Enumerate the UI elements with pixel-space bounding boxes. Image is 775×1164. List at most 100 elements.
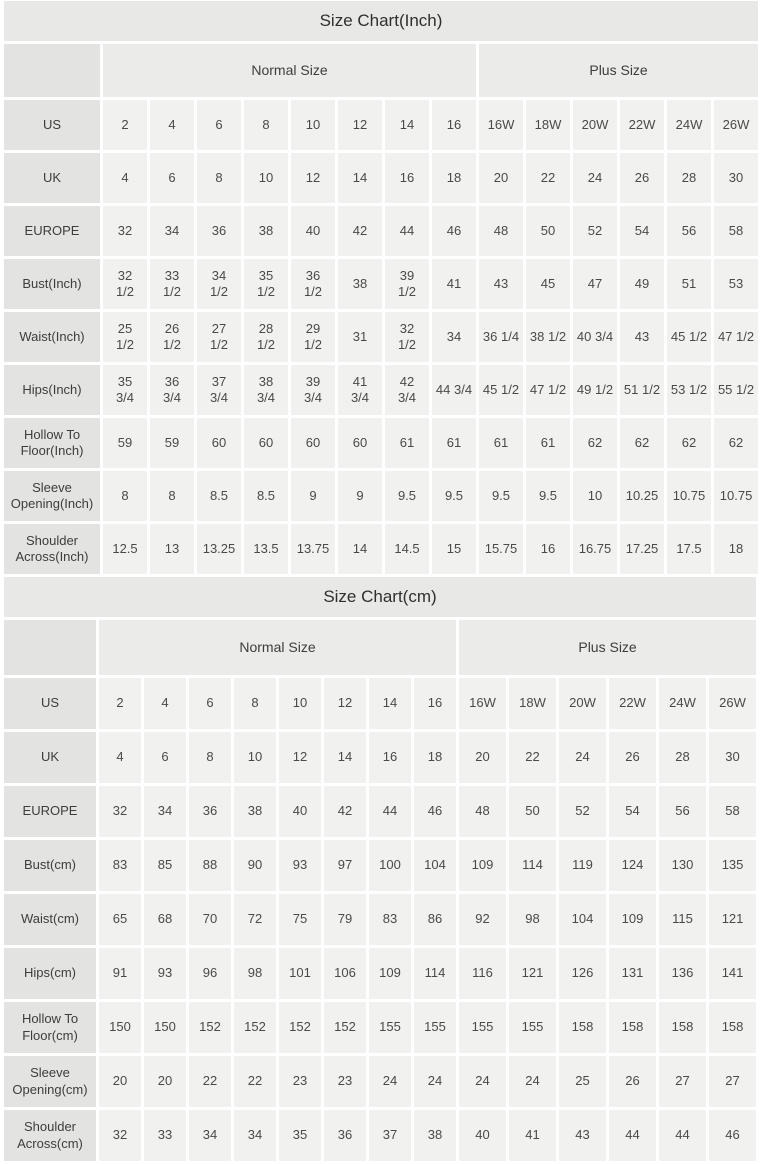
size-cell: 104 [414, 840, 456, 891]
size-cell: 152 [279, 1002, 321, 1053]
size-cell: 124 [609, 840, 656, 891]
size-cell: 119 [559, 840, 606, 891]
size-cell: 48 [459, 786, 506, 837]
size-cell: 53 [714, 259, 759, 309]
size-cell: 152 [189, 1002, 231, 1053]
size-cell: 50 [509, 786, 556, 837]
size-cell: 114 [509, 840, 556, 891]
table-row: US 2 4 6 8 10 12 14 16 16W 18W 20W 22W 24W 26W [4, 678, 757, 729]
size-cell: 8.5 [244, 471, 288, 521]
size-cell: 20 [99, 1056, 141, 1107]
size-cell: 56 [667, 206, 711, 256]
row-label: Shoulder Across(cm) [4, 1110, 96, 1161]
size-table-cm: Normal Size Plus Size US 2 4 6 8 10 12 14 16 16W 1… [1, 617, 759, 1164]
size-cell: 141 [709, 948, 757, 999]
size-cell: 59 [150, 418, 194, 468]
size-cell: 2 [99, 678, 141, 729]
size-cell: 12 [291, 153, 335, 203]
size-cell: 10.25 [620, 471, 664, 521]
size-cell: 14 [324, 732, 366, 783]
size-cell: 44 [659, 1110, 706, 1161]
size-cell: 14 [369, 678, 411, 729]
size-cell: 115 [659, 894, 706, 945]
size-cell: 12 [324, 678, 366, 729]
row-label: Hollow To Floor(Inch) [4, 418, 100, 468]
size-cell: 15 [432, 524, 476, 574]
size-cell: 34 [150, 206, 194, 256]
row-label: Sleeve Opening(Inch) [4, 471, 100, 521]
size-cell: 12 [279, 732, 321, 783]
size-cell: 88 [189, 840, 231, 891]
row-label: Hips(Inch) [4, 365, 100, 415]
size-cell: 22 [526, 153, 570, 203]
size-cell: 158 [659, 1002, 706, 1053]
size-cell: 37 [369, 1110, 411, 1161]
size-cell: 20W [573, 100, 617, 150]
size-cell: 36 [324, 1110, 366, 1161]
size-cell: 58 [714, 206, 759, 256]
size-cell: 53 1/2 [667, 365, 711, 415]
size-cell: 49 [620, 259, 664, 309]
size-cell: 9 [338, 471, 382, 521]
row-label: EUROPE [4, 206, 100, 256]
size-cell: 24 [573, 153, 617, 203]
size-cell: 10 [573, 471, 617, 521]
size-cell: 50 [526, 206, 570, 256]
size-cell: 155 [509, 1002, 556, 1053]
size-cell: 14 [385, 100, 429, 150]
size-table-inch: Normal Size Plus Size US 2 4 6 8 10 12 14 16 16W 1… [1, 41, 761, 577]
size-cell: 18 [432, 153, 476, 203]
size-cell: 16 [526, 524, 570, 574]
size-cell: 10.75 [714, 471, 759, 521]
size-cell: 24 [369, 1056, 411, 1107]
row-label: Shoulder Across(Inch) [4, 524, 100, 574]
size-cell: 16W [459, 678, 506, 729]
size-table-body: US 2 4 6 8 10 12 14 16 16W 18W 20W 22W 24W 26W UK 4 6 8 10 1… [4, 100, 759, 574]
normal-size-header: Normal Size [99, 620, 456, 675]
size-cell: 86 [414, 894, 456, 945]
size-cell: 42 [324, 786, 366, 837]
size-cell: 44 [385, 206, 429, 256]
size-cell: 4 [103, 153, 147, 203]
size-cell: 24 [559, 732, 606, 783]
size-cell: 24 [414, 1056, 456, 1107]
size-cell: 58 [709, 786, 757, 837]
size-cell: 42 3/4 [385, 365, 429, 415]
size-cell: 155 [459, 1002, 506, 1053]
size-cell: 36 [197, 206, 241, 256]
size-cell: 25 1/2 [103, 312, 147, 362]
size-cell: 16 [385, 153, 429, 203]
size-cell: 37 3/4 [197, 365, 241, 415]
table-row: Bust(Inch) 32 1/2 33 1/2 34 1/2 35 1/2 36 1/2… [4, 259, 759, 309]
table-row: US 2 4 6 8 10 12 14 16 16W 18W 20W 22W 24W 26W [4, 100, 759, 150]
size-cell: 114 [414, 948, 456, 999]
size-cell: 47 [573, 259, 617, 309]
row-label: Bust(cm) [4, 840, 96, 891]
size-cell: 8.5 [197, 471, 241, 521]
size-cell: 47 1/2 [714, 312, 759, 362]
row-label: Waist(cm) [4, 894, 96, 945]
size-cell: 13.75 [291, 524, 335, 574]
size-cell: 44 [609, 1110, 656, 1161]
size-cell: 10 [291, 100, 335, 150]
size-cell: 38 1/2 [526, 312, 570, 362]
size-cell: 45 1/2 [667, 312, 711, 362]
size-cell: 34 [234, 1110, 276, 1161]
size-cell: 26 [620, 153, 664, 203]
size-cell: 18 [414, 732, 456, 783]
size-cell: 126 [559, 948, 606, 999]
size-cell: 97 [324, 840, 366, 891]
size-cell: 43 [559, 1110, 606, 1161]
size-cell: 155 [414, 1002, 456, 1053]
size-cell: 13 [150, 524, 194, 574]
size-cell: 16.75 [573, 524, 617, 574]
size-cell: 32 1/2 [103, 259, 147, 309]
size-cell: 72 [234, 894, 276, 945]
size-cell: 22 [234, 1056, 276, 1107]
size-cell: 30 [714, 153, 759, 203]
size-cell: 4 [144, 678, 186, 729]
size-cell: 33 [144, 1110, 186, 1161]
size-cell: 13.25 [197, 524, 241, 574]
size-cell: 9.5 [526, 471, 570, 521]
size-cell: 45 1/2 [479, 365, 523, 415]
